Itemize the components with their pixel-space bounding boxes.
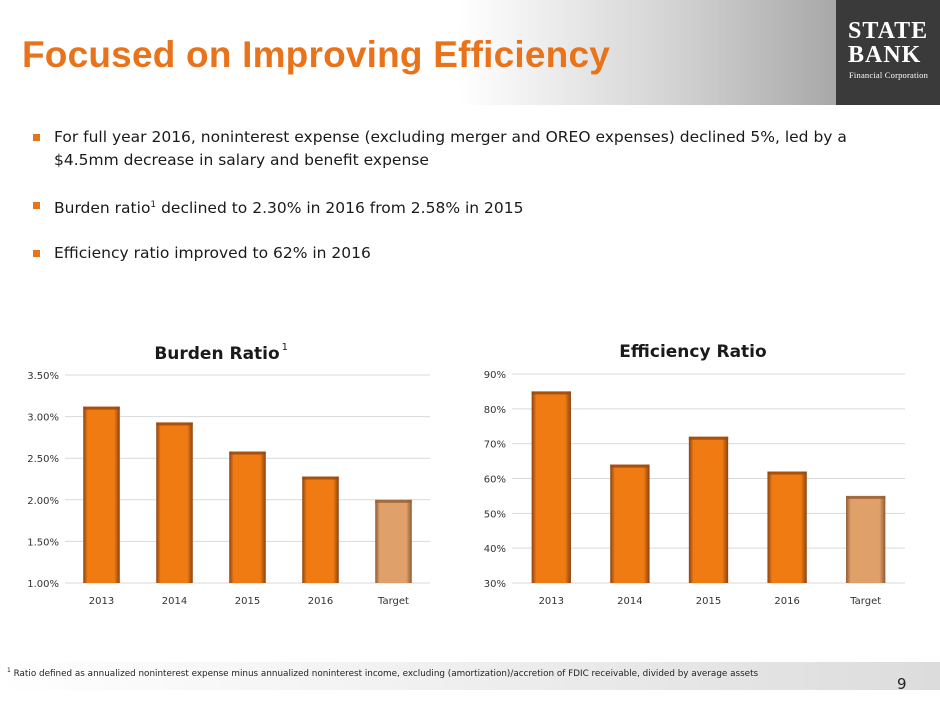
x-tick-label: 2016 (308, 596, 333, 607)
chart-title-footnote-ref: 1 (282, 342, 288, 353)
header-band (0, 0, 836, 105)
bar-2014 (610, 464, 650, 583)
efficiency-ratio-chart: Efficiency Ratio 30% 40% 50% 60% 70% 80% 90% 201… (484, 342, 905, 607)
page-number: 9 (897, 675, 907, 693)
y-tick-label: 3.50% (27, 371, 59, 382)
bullet-text-post: declined to 2.30% in 2016 from 2.58% in … (156, 199, 524, 218)
burden-ratio-chart: Burden Ratio 1 1.00% 1.50% 2.00% 2.50% 3.00% 3.… (27, 342, 430, 607)
footnote-band (0, 662, 940, 690)
y-tick-label: 40% (484, 544, 506, 555)
bar-2014 (156, 422, 193, 583)
bar-top-edge (83, 406, 120, 410)
chart-title: Burden Ratio (154, 344, 279, 364)
footnote-ref: 1 (150, 200, 157, 210)
bar-top-edge (767, 471, 807, 475)
x-tick-label: 2013 (539, 596, 564, 607)
y-tick-label: 80% (484, 405, 506, 416)
bullet-text: For full year 2016, noninterest expense … (54, 128, 847, 169)
bar-top-edge (846, 495, 886, 499)
company-logo: STATE BANK Financial Corporation (836, 0, 940, 105)
bar-top-edge (375, 499, 412, 503)
bar-2013 (83, 406, 120, 583)
logo-line-bank: BANK (848, 42, 922, 68)
y-tick-label: 70% (484, 440, 506, 451)
x-tick-label: 2014 (617, 596, 642, 607)
bullet-square-icon (33, 134, 40, 141)
bar-2016 (302, 476, 339, 583)
x-tick-label: Target (377, 596, 409, 607)
bullet-text: Efficiency ratio improved to 62% in 2016 (54, 244, 371, 263)
bar-2015 (688, 436, 729, 583)
bar-2016 (767, 471, 807, 583)
bar-2013 (531, 391, 571, 583)
bullet-square-icon (33, 202, 40, 209)
chart-title: Efficiency Ratio (619, 342, 766, 362)
x-tick-label: 2014 (162, 596, 187, 607)
y-tick-label: 1.50% (27, 537, 59, 548)
bullet-item: For full year 2016, noninterest expense … (33, 126, 913, 172)
bullet-text-pre: Burden ratio (54, 199, 151, 218)
page-title: Focused on Improving Efficiency (22, 34, 611, 75)
bar-top-edge (610, 464, 650, 468)
x-tick-label: 2013 (89, 596, 114, 607)
y-tick-label: 60% (484, 475, 506, 486)
footnote-marker: 1 (7, 667, 11, 674)
y-tick-label: 3.00% (27, 413, 59, 424)
footnote-text: Ratio defined as annualized noninterest … (10, 668, 759, 679)
y-tick-label: 30% (484, 579, 506, 590)
bullet-square-icon (33, 250, 40, 258)
bar-top-edge (229, 451, 266, 455)
bullet-item: Burden ratio1 declined to 2.30% in 2016 … (33, 194, 913, 220)
bar-target (846, 495, 886, 583)
footnote: 1 Ratio defined as annualized noninteres… (7, 667, 758, 679)
bullet-item: Efficiency ratio improved to 62% in 2016 (33, 242, 913, 265)
bar-top-edge (156, 422, 193, 426)
bullet-list: For full year 2016, noninterest expense … (33, 126, 913, 287)
logo-line-state: STATE (848, 18, 929, 44)
bar-top-edge (688, 436, 729, 440)
logo-line-financial: Financial Corporation (849, 70, 929, 80)
bar-target (375, 499, 412, 583)
x-tick-label: 2015 (235, 596, 260, 607)
x-tick-label: 2015 (696, 596, 721, 607)
y-tick-label: 2.00% (27, 496, 59, 507)
x-tick-label: Target (849, 596, 881, 607)
bar-top-edge (531, 391, 571, 395)
y-tick-label: 2.50% (27, 454, 59, 465)
y-tick-label: 1.00% (27, 579, 59, 590)
bar-2015 (229, 451, 266, 583)
y-tick-label: 90% (484, 370, 506, 381)
y-tick-label: 50% (484, 509, 506, 520)
x-tick-label: 2016 (774, 596, 799, 607)
bar-top-edge (302, 476, 339, 480)
